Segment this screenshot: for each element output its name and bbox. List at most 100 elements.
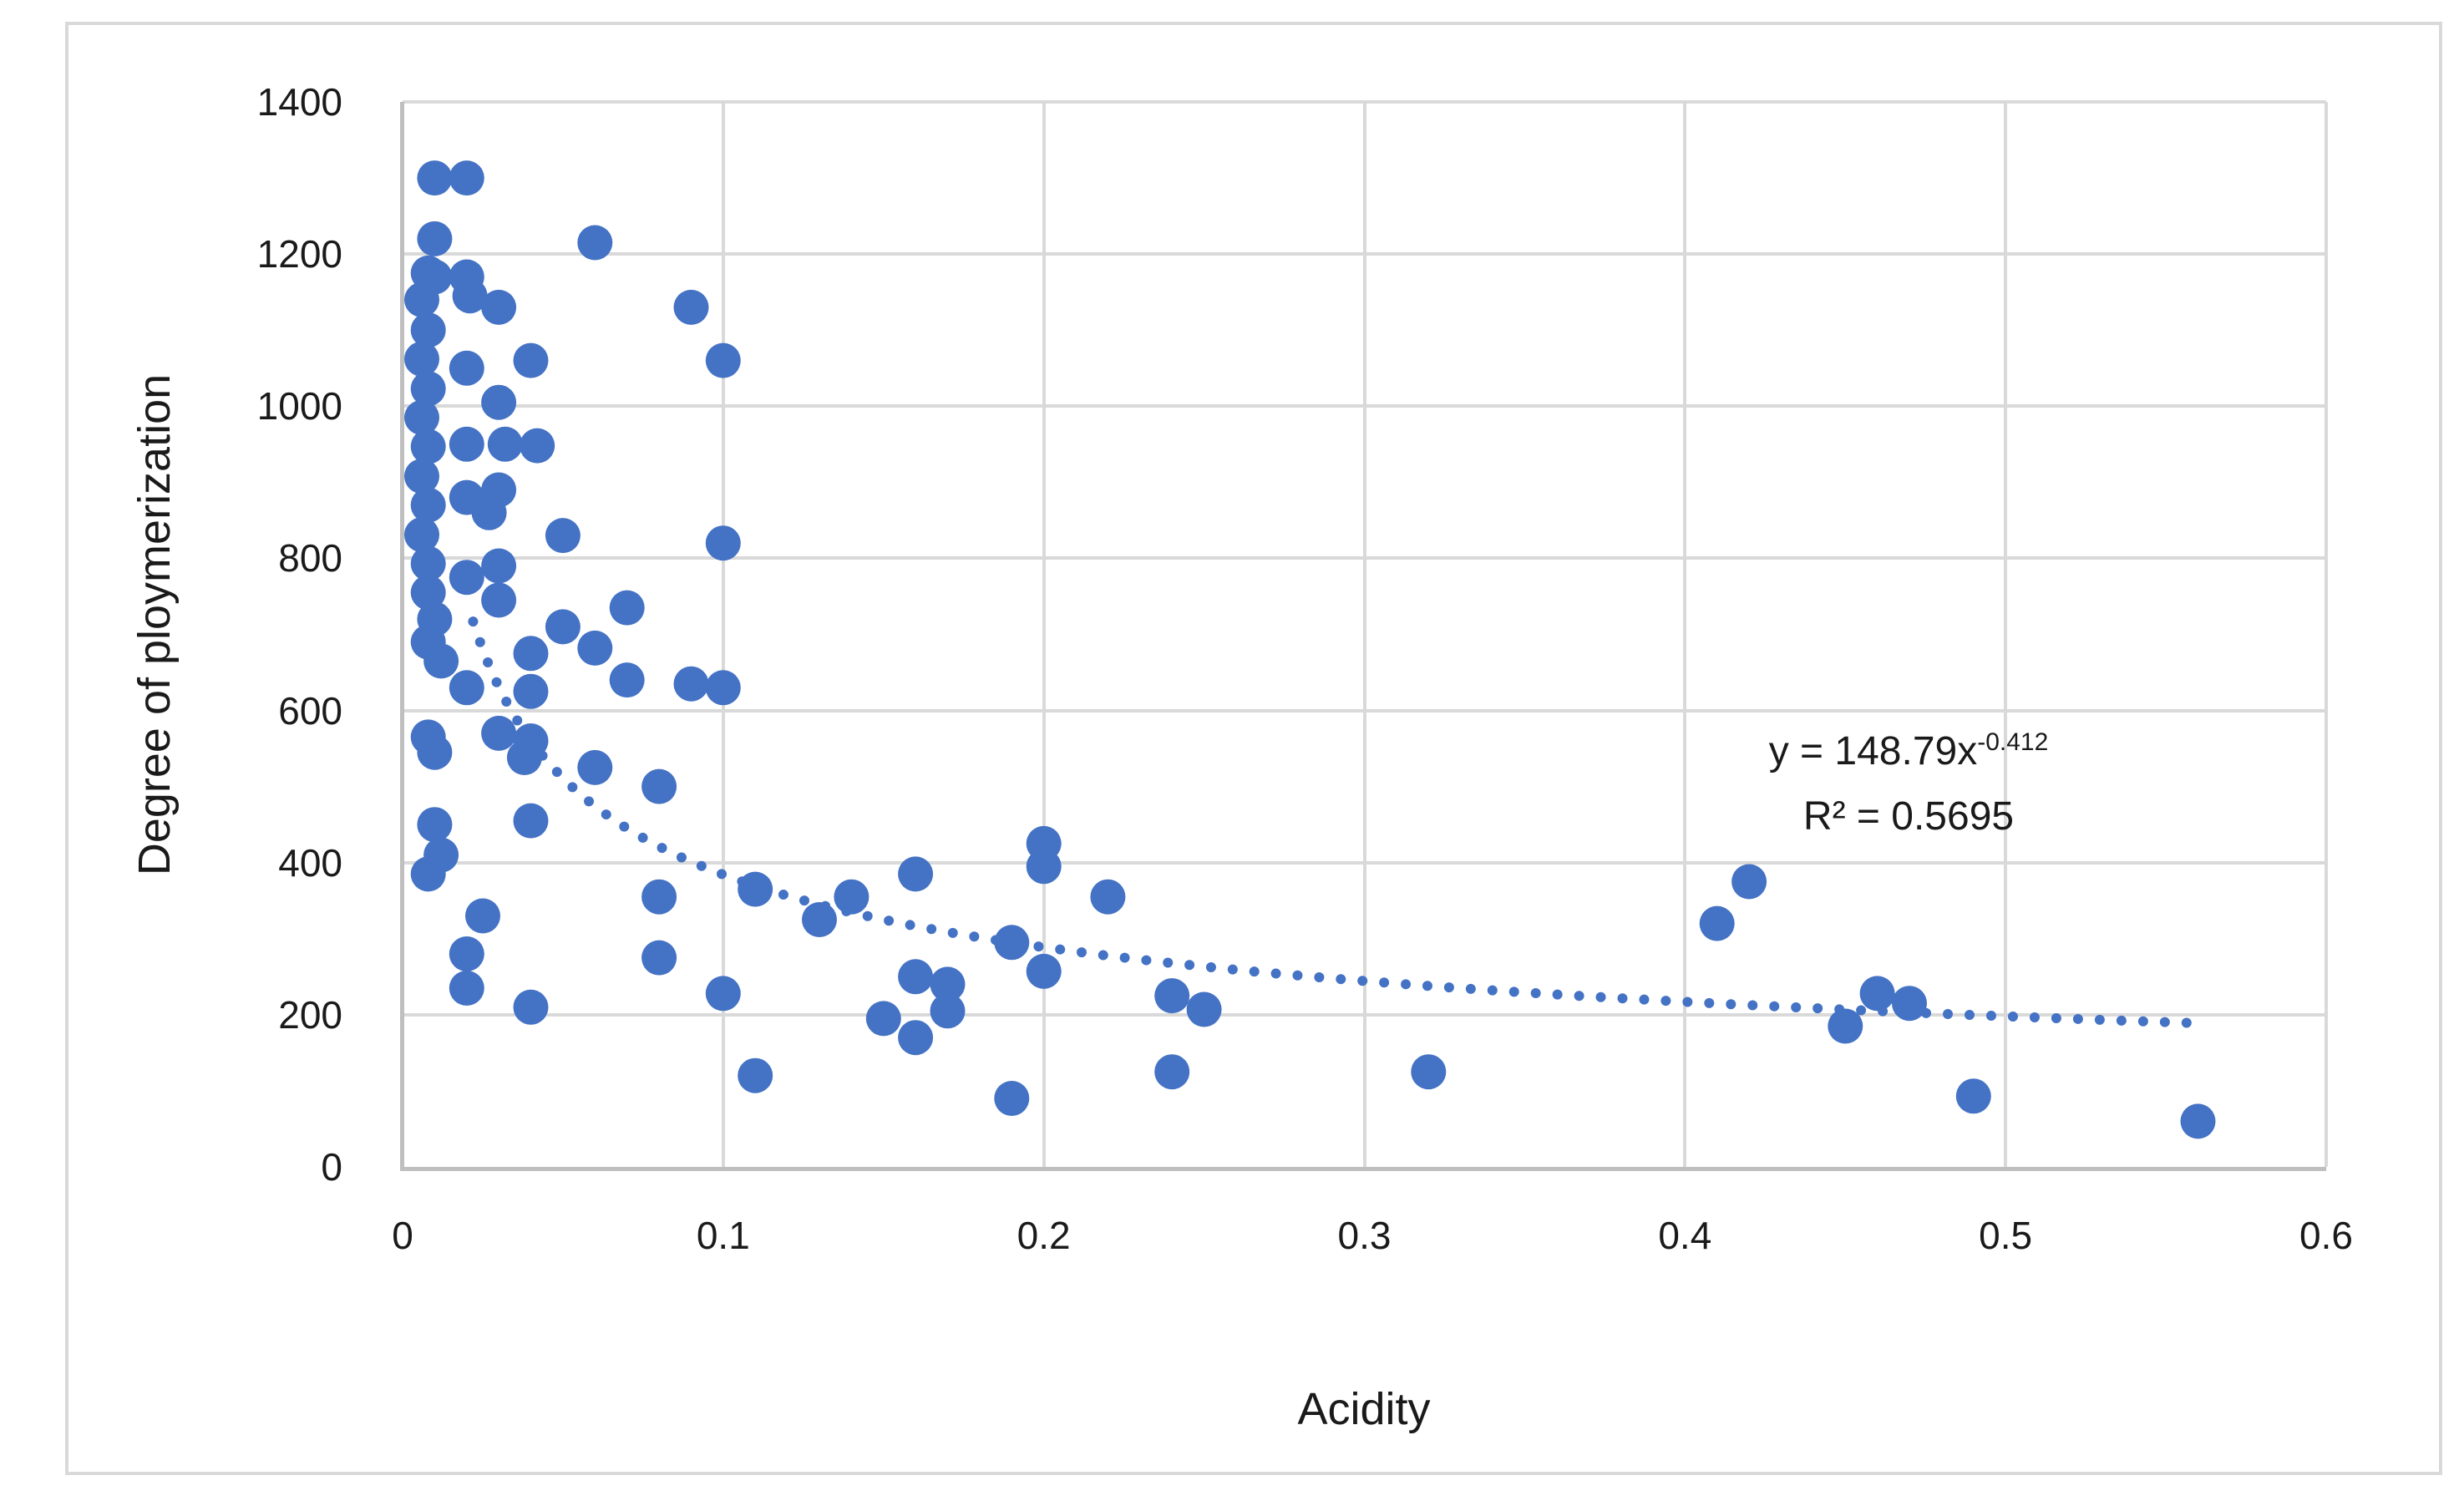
scatter-point — [481, 384, 517, 420]
scatter-point — [410, 575, 446, 611]
scatter-point — [410, 545, 446, 581]
scatter-point — [865, 1001, 901, 1037]
scatter-point — [449, 479, 484, 515]
scatter-point — [465, 898, 500, 934]
scatter-point — [641, 768, 677, 804]
scatter-point — [404, 281, 439, 317]
scatter-point — [417, 160, 453, 196]
scatter-point — [1699, 905, 1735, 941]
scatter-point — [449, 160, 484, 196]
scatter-point — [481, 715, 517, 751]
x-axis-title: Acidity — [1297, 1384, 1431, 1434]
scatter-point — [449, 560, 484, 596]
x-axis-line — [400, 1167, 2326, 1171]
scatter-point — [481, 289, 517, 325]
scatter-point — [417, 221, 453, 256]
scatter-point — [449, 971, 484, 1006]
horizontal-gridline — [403, 100, 2326, 104]
equation-exponent: -0.412 — [1977, 728, 2049, 756]
x-tick-label: 0 — [392, 1214, 413, 1257]
scatter-point — [513, 803, 549, 839]
scatter-point — [1411, 1054, 1447, 1090]
scatter-point — [994, 1081, 1030, 1116]
scatter-point — [417, 734, 453, 770]
scatter-point — [705, 670, 741, 706]
scatter-point — [506, 740, 542, 775]
x-tick-label: 0.1 — [696, 1214, 750, 1257]
scatter-point — [930, 966, 966, 1002]
y-axis-title: Degree of ploymerization — [129, 373, 180, 876]
scatter-point — [577, 225, 613, 261]
trendline-equation: y = 148.79x-0.412 — [1769, 728, 2049, 775]
scatter-point — [417, 807, 453, 843]
scatter-point — [449, 350, 484, 386]
scatter-point — [410, 487, 446, 523]
scatter-point — [481, 548, 517, 584]
scatter-point — [1731, 864, 1767, 900]
scatter-point — [452, 278, 488, 314]
scatter-point — [1154, 978, 1190, 1014]
horizontal-gridline — [403, 404, 2326, 408]
horizontal-gridline — [403, 1012, 2326, 1017]
scatter-point — [577, 630, 613, 666]
y-axis-line — [400, 102, 404, 1169]
y-tick-label: 1200 — [256, 232, 342, 276]
x-tick-label: 0.6 — [2299, 1214, 2353, 1257]
scatter-point — [513, 989, 549, 1025]
y-tick-label: 800 — [278, 536, 342, 581]
scatter-point — [404, 399, 439, 435]
chart-border — [65, 22, 2442, 1475]
scatter-point — [481, 472, 517, 508]
scatter-point — [641, 879, 677, 915]
vertical-gridline — [2004, 102, 2008, 1167]
scatter-point — [705, 342, 741, 378]
scatter-point — [481, 582, 517, 618]
y-tick-label: 600 — [278, 688, 342, 733]
y-tick-label: 1000 — [256, 384, 342, 428]
scatter-point — [449, 426, 484, 462]
vertical-gridline — [1683, 102, 1687, 1167]
scatter-point — [1955, 1078, 1991, 1114]
scatter-point — [673, 666, 709, 702]
scatter-point — [834, 879, 869, 915]
scatter-point — [520, 428, 555, 464]
scatter-point — [2180, 1103, 2216, 1139]
scatter-point — [410, 428, 446, 464]
vertical-gridline — [1042, 102, 1046, 1167]
scatter-point — [577, 749, 613, 785]
scatter-point — [513, 636, 549, 672]
scatter-point — [545, 609, 581, 645]
scatter-point — [1090, 879, 1126, 915]
scatter-point — [930, 993, 966, 1029]
scatter-point — [410, 856, 446, 892]
scatter-point — [449, 936, 484, 971]
scatter-point — [513, 673, 549, 709]
x-tick-label: 0.3 — [1337, 1214, 1392, 1257]
x-tick-label: 0.2 — [1017, 1214, 1071, 1257]
vertical-gridline — [2325, 102, 2328, 1167]
scatter-point — [1026, 849, 1062, 885]
scatter-point — [994, 925, 1030, 961]
scatter-point — [641, 940, 677, 976]
y-tick-label: 0 — [321, 1145, 342, 1189]
scatter-point — [513, 342, 549, 378]
x-tick-label: 0.4 — [1658, 1214, 1712, 1257]
scatter-point — [404, 341, 439, 377]
scatter-point — [898, 959, 934, 995]
scatter-point — [609, 590, 645, 626]
scatter-point — [802, 902, 837, 937]
scatter-point — [410, 371, 446, 407]
scatter-point — [898, 856, 934, 892]
y-tick-label: 200 — [278, 992, 342, 1037]
scatter-point — [738, 1057, 773, 1093]
vertical-gridline — [721, 102, 725, 1167]
horizontal-gridline — [403, 860, 2326, 865]
scatter-point — [898, 1020, 934, 1056]
scatter-point — [609, 662, 645, 698]
scatter-point — [423, 643, 459, 679]
y-tick-label: 1400 — [256, 80, 342, 124]
vertical-gridline — [1362, 102, 1366, 1167]
scatter-point — [1026, 953, 1062, 989]
scatter-point — [705, 525, 741, 561]
